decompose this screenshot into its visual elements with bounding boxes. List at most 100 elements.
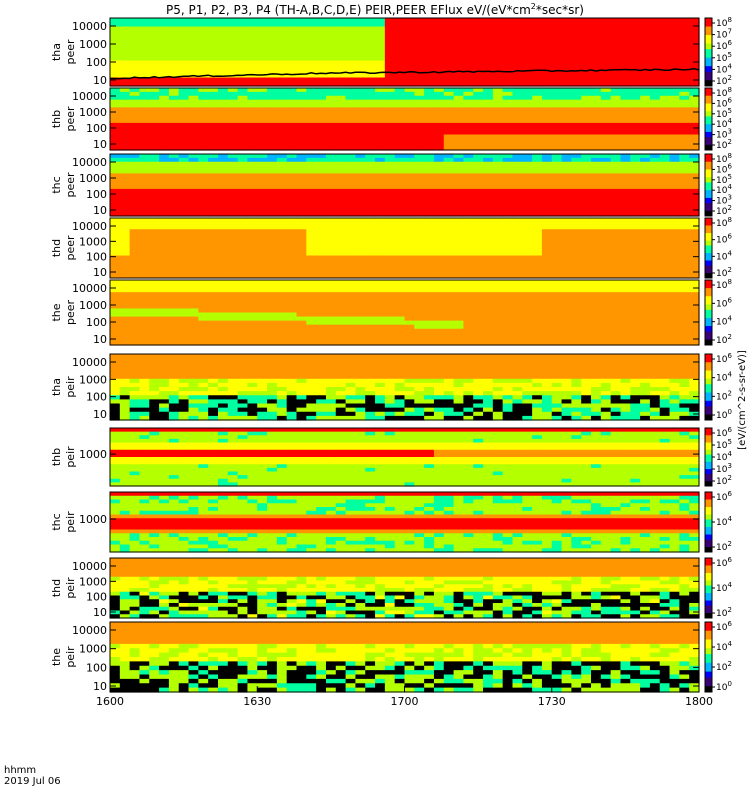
heatmap-cell [355,248,366,253]
heatmap-cell [659,312,671,318]
heatmap-cell [139,157,150,163]
heatmap-cell [394,81,406,87]
heatmap-cell [306,103,317,108]
heatmap-cell [306,316,317,322]
heatmap-cell [394,18,406,23]
heatmap-cell [649,122,661,128]
heatmap-cell [689,115,700,120]
heatmap-cell [463,126,474,132]
heatmap-cell [159,43,170,49]
heatmap-cell [463,244,474,249]
heatmap-cell [355,251,366,257]
heatmap-cell [502,229,514,234]
heatmap-cell [424,47,435,53]
heatmap-cell [355,22,366,28]
heatmap-cell [276,316,288,322]
heatmap-cell [257,218,268,223]
heatmap-cell [296,255,307,260]
heatmap-cell [325,320,337,326]
heatmap-cell [384,221,396,227]
heatmap-cell [669,292,680,297]
heatmap-cell [630,188,641,194]
heatmap-cell [110,244,121,249]
heatmap-cell [502,181,514,186]
heatmap-cell [414,212,425,217]
heatmap-cell [463,107,474,112]
heatmap-cell [139,18,150,23]
heatmap-cell [335,204,347,209]
heatmap-cell [649,225,661,230]
heatmap-cell [286,185,298,190]
heatmap-cell [149,200,160,205]
heatmap-cell [679,229,690,234]
heatmap-cell [630,52,641,57]
heatmap-cell [679,138,690,143]
heatmap-cell [168,69,180,74]
heatmap-cell [640,204,651,209]
heatmap-cell [276,142,288,147]
heatmap-cell [306,91,317,97]
heatmap-cell [541,196,553,202]
heatmap-cell [561,212,572,217]
heatmap-cell [247,270,258,275]
heatmap-cell [286,56,298,62]
heatmap-cell [129,324,141,330]
heatmap-cell [443,154,455,159]
heatmap-cell [129,196,141,202]
heatmap-cell [296,236,307,242]
heatmap-cell [630,26,641,32]
colorbar-segment [705,174,712,178]
heatmap-cell [483,229,494,234]
heatmap-cell [110,288,121,293]
heatmap-cell [404,126,415,132]
heatmap-cell [394,212,406,217]
heatmap-cell [512,259,523,264]
heatmap-cell [110,126,121,132]
heatmap-cell [178,320,190,326]
heatmap-cell [689,165,700,171]
heatmap-cell [208,288,219,293]
heatmap-cell [483,296,494,301]
heatmap-cell [227,154,239,159]
heatmap-cell [237,292,249,297]
heatmap-cell [208,244,219,249]
heatmap-cell [119,236,131,242]
heatmap-cell [689,266,700,272]
heatmap-cell [316,134,327,139]
heatmap-cell [178,208,190,213]
heatmap-cell [689,225,700,230]
heatmap-cell [286,244,298,249]
heatmap-cell [394,146,406,151]
heatmap-cell [188,284,199,289]
heatmap-cell [424,165,435,171]
heatmap-cell [335,47,347,53]
heatmap-cell [139,47,150,53]
heatmap-cell [404,300,415,305]
heatmap-cell [237,233,249,238]
heatmap-cell [424,43,435,49]
heatmap-cell [649,292,661,297]
heatmap-cell [492,73,504,79]
heatmap-cell [316,157,327,163]
heatmap-cell [492,284,504,289]
heatmap-cell [669,169,680,174]
heatmap-cell [149,185,160,190]
heatmap-cell [532,316,543,322]
heatmap-cell [276,77,288,83]
heatmap-cell [394,111,406,116]
heatmap-cell [404,251,415,257]
heatmap-cell [532,122,543,128]
heatmap-cell [227,218,239,223]
heatmap-cell [316,248,327,253]
heatmap-cell [276,60,288,66]
heatmap-cell [591,173,602,178]
heatmap-cell [689,181,700,186]
heatmap-cell [375,304,386,310]
heatmap-cell [591,270,602,275]
heatmap-cell [217,240,229,245]
heatmap-cell [110,107,121,112]
heatmap-cell [414,288,425,293]
heatmap-cell [600,154,612,159]
heatmap-cell [119,185,131,190]
heatmap-cell [178,111,190,116]
